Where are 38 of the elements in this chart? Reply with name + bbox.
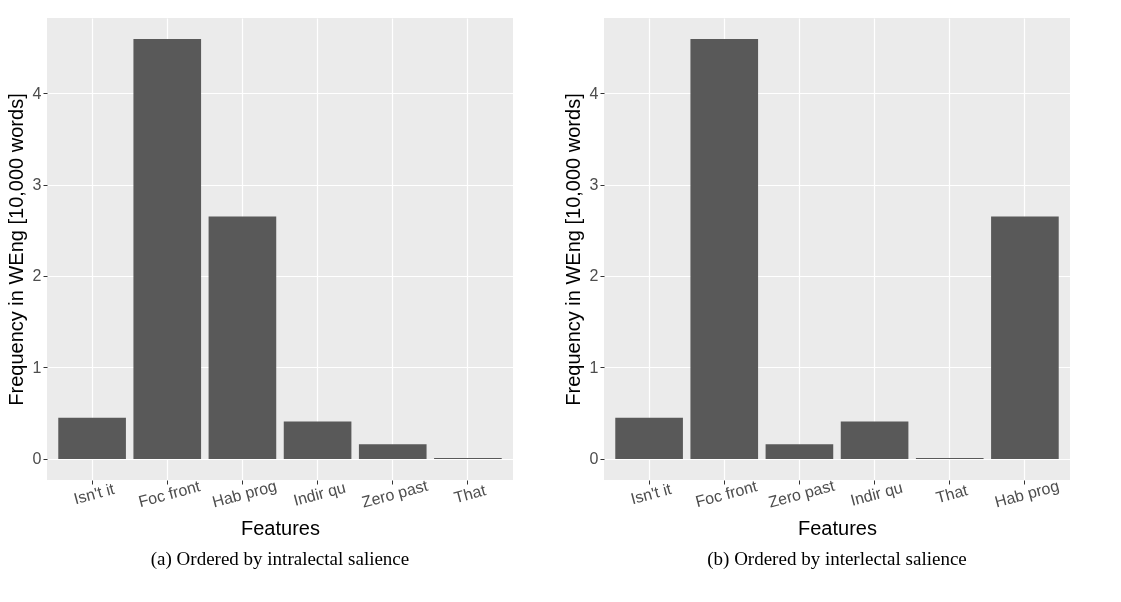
y-tick-label: 0 — [32, 450, 42, 468]
x-tick-label: That — [452, 481, 489, 507]
bar — [840, 421, 909, 459]
x-tick-label: Zero past — [359, 476, 431, 511]
y-tick-label: 4 — [589, 84, 599, 102]
x-tick-label: Foc front — [136, 477, 203, 511]
x-axis-title: Features — [798, 516, 877, 539]
x-tick-label: Foc front — [693, 477, 760, 511]
bar — [615, 417, 683, 459]
x-tick-label: Hab prog — [992, 477, 1061, 511]
x-tick-label: Isn't it — [628, 480, 674, 508]
bar — [58, 417, 126, 459]
bar — [690, 39, 759, 459]
y-tick-label: 1 — [32, 358, 42, 376]
bar — [765, 444, 834, 459]
x-tick-label: Indir qu — [848, 478, 905, 509]
y-tick-label: 2 — [589, 267, 599, 285]
x-tick-label: Indir qu — [291, 478, 348, 509]
y-tick-label: 1 — [589, 358, 599, 376]
y-axis-title: Frequency in WEng [10,000 words] — [561, 93, 584, 406]
bar — [283, 421, 352, 459]
bar — [133, 39, 202, 459]
text: (a) Ordered by intralectal salience — [150, 548, 410, 571]
bar — [208, 216, 277, 459]
x-tick-label: Hab prog — [210, 477, 279, 511]
y-axis-title: Frequency in WEng [10,000 words] — [4, 93, 27, 406]
x-axis-title: Features — [241, 516, 320, 539]
text: (b) Ordered by interlectal salience — [707, 548, 967, 571]
y-tick-label: 3 — [32, 176, 42, 193]
bar — [991, 216, 1059, 459]
bar — [358, 444, 427, 459]
y-tick-label: 4 — [32, 84, 42, 102]
y-tick-label: 3 — [589, 176, 599, 193]
y-tick-label: 2 — [32, 267, 42, 285]
x-tick-label: Isn't it — [71, 480, 117, 508]
x-tick-label: Zero past — [766, 476, 837, 511]
x-tick-label: That — [934, 481, 970, 507]
y-tick-label: 0 — [589, 450, 599, 468]
